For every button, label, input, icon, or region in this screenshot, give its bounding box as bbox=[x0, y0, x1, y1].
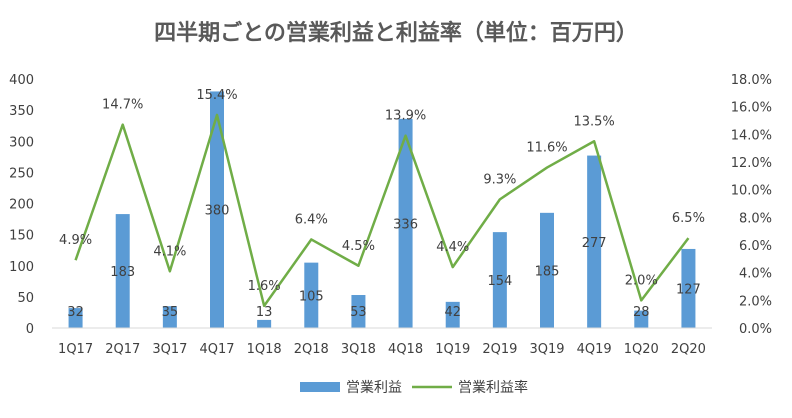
bar-value-label: 336 bbox=[393, 217, 418, 232]
category-label: 1Q18 bbox=[247, 342, 282, 357]
bar-value-label: 32 bbox=[67, 305, 84, 320]
bar-value-label: 380 bbox=[205, 204, 230, 219]
right-axis-tick-label: 18.0% bbox=[731, 73, 772, 88]
left-axis-tick-label: 400 bbox=[9, 73, 34, 88]
line-point-label: 15.4% bbox=[196, 88, 237, 103]
line-point-label: 9.3% bbox=[483, 172, 516, 187]
bar bbox=[210, 91, 224, 328]
line-point-label: 4.1% bbox=[153, 244, 186, 259]
bar-value-label: 185 bbox=[535, 264, 560, 279]
legend: 営業利益 営業利益率 bbox=[300, 379, 528, 396]
bar bbox=[492, 232, 507, 328]
category-label: 2Q20 bbox=[671, 342, 706, 357]
legend-bar-label: 営業利益 bbox=[346, 380, 402, 396]
bar bbox=[304, 262, 319, 328]
right-axis-tick-label: 14.0% bbox=[731, 128, 772, 143]
right-axis-tick-label: 6.0% bbox=[739, 239, 772, 254]
bar-value-label: 42 bbox=[444, 305, 461, 320]
line-series: 4.9% 14.7% 4.1% 15.4% 1.6% 6.4% 4.5% 13.9% 4.4% 9… bbox=[59, 88, 705, 308]
right-axis-tick-label: 12.0% bbox=[731, 156, 772, 171]
chart-title: 四半期ごとの営業利益と利益率（単位：百万円） bbox=[154, 20, 638, 46]
right-axis-tick-label: 10.0% bbox=[731, 184, 772, 199]
line-point-label: 4.4% bbox=[436, 240, 469, 255]
right-axis-tick-label: 2.0% bbox=[739, 294, 772, 309]
right-axis-tick-label: 4.0% bbox=[739, 267, 772, 282]
left-axis-tick-label: 350 bbox=[9, 104, 34, 119]
bar-value-label: 127 bbox=[676, 282, 701, 297]
bar-value-label: 28 bbox=[633, 305, 650, 320]
bar-series: 32 183 35 380 13 105 53 336 42 154 185 277 28 127 bbox=[67, 91, 701, 328]
bar bbox=[68, 308, 83, 328]
category-label: 1Q20 bbox=[624, 342, 659, 357]
bar-value-label: 35 bbox=[162, 305, 179, 320]
bar bbox=[445, 301, 460, 328]
bar-value-label: 183 bbox=[110, 265, 135, 280]
category-label: 4Q17 bbox=[199, 342, 234, 357]
category-label: 3Q18 bbox=[341, 342, 376, 357]
category-label: 1Q17 bbox=[58, 342, 93, 357]
line-point-label: 4.9% bbox=[59, 233, 92, 248]
legend-bar-swatch bbox=[300, 382, 340, 392]
bar bbox=[351, 295, 366, 328]
line-point-label: 4.5% bbox=[342, 239, 375, 254]
left-axis-tick-label: 50 bbox=[17, 291, 34, 306]
category-label: 2Q19 bbox=[482, 342, 517, 357]
left-axis-tick-label: 300 bbox=[9, 135, 34, 150]
left-axis-tick-label: 250 bbox=[9, 166, 34, 181]
category-label: 3Q19 bbox=[529, 342, 564, 357]
right-axis-tick-label: 16.0% bbox=[731, 101, 772, 116]
bar-value-label: 53 bbox=[350, 305, 367, 320]
line-point-label: 2.0% bbox=[625, 273, 658, 288]
line-point-label: 6.5% bbox=[672, 211, 705, 226]
bar-value-label: 105 bbox=[299, 289, 324, 304]
line-point-label: 13.9% bbox=[385, 109, 426, 124]
line-point-label: 13.5% bbox=[573, 114, 614, 129]
line-path bbox=[74, 113, 690, 308]
category-label: 4Q18 bbox=[388, 342, 423, 357]
category-label: 4Q19 bbox=[577, 342, 612, 357]
bar bbox=[257, 319, 272, 328]
line-point-label: 6.4% bbox=[295, 212, 328, 227]
category-axis: 1Q17 2Q17 3Q17 4Q17 1Q18 2Q18 3Q18 4Q18 1Q19 2Q19… bbox=[52, 327, 712, 357]
line-point-label: 11.6% bbox=[526, 141, 567, 156]
left-axis-tick-label: 100 bbox=[9, 260, 34, 275]
left-axis-tick-label: 200 bbox=[9, 198, 34, 213]
bar-value-label: 154 bbox=[487, 274, 512, 289]
bar bbox=[162, 306, 177, 328]
category-label: 2Q17 bbox=[105, 342, 140, 357]
line-point-label: 14.7% bbox=[102, 98, 143, 113]
bar bbox=[398, 118, 413, 328]
left-axis-tick-label: 0 bbox=[26, 322, 34, 337]
right-axis-tick-label: 8.0% bbox=[739, 211, 772, 226]
bar bbox=[634, 310, 649, 328]
category-label: 1Q19 bbox=[435, 342, 470, 357]
bar bbox=[587, 155, 602, 328]
left-axis: 0 50 100 150 200 250 300 350 400 bbox=[9, 73, 34, 337]
bar bbox=[540, 212, 554, 328]
left-axis-tick-label: 150 bbox=[9, 229, 34, 244]
bar-value-label: 13 bbox=[256, 305, 273, 320]
bar bbox=[115, 214, 130, 328]
bar-value-label: 277 bbox=[582, 236, 607, 251]
right-axis: 0.0% 2.0% 4.0% 6.0% 8.0% 10.0% 12.0% 14.0% 16.0%… bbox=[731, 73, 772, 337]
right-axis-tick-label: 0.0% bbox=[739, 322, 772, 337]
category-label: 2Q18 bbox=[294, 342, 329, 357]
bar bbox=[681, 248, 696, 328]
legend-line-label: 営業利益率 bbox=[458, 379, 528, 396]
line-point-label: 1.6% bbox=[248, 279, 281, 294]
category-label: 3Q17 bbox=[152, 342, 187, 357]
